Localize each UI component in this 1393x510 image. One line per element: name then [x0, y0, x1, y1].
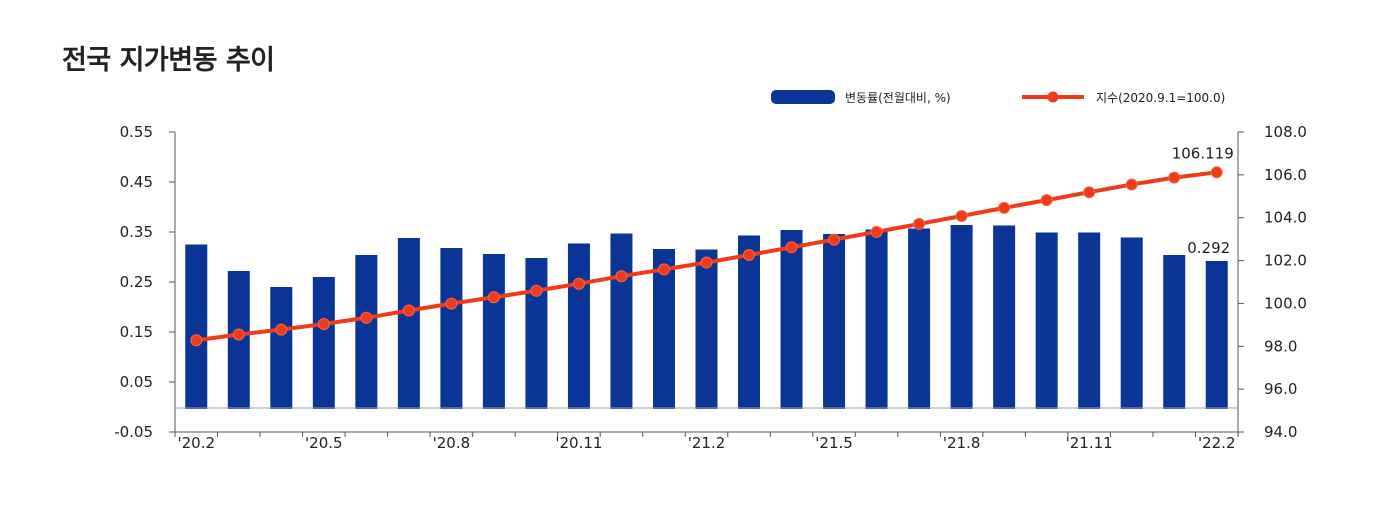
bar: [1163, 255, 1186, 409]
bar: [908, 228, 931, 409]
bar: [823, 234, 846, 409]
index-point: [1210, 166, 1223, 179]
y-left-tick-label: 0.25: [120, 273, 153, 291]
y-right-tick-label: 94.0: [1264, 423, 1297, 441]
y-right-tick-label: 100.0: [1264, 294, 1307, 312]
bar: [780, 230, 803, 409]
bar: [312, 277, 335, 409]
index-point: [700, 256, 713, 269]
y-right-tick-label: 106.0: [1264, 166, 1307, 184]
index-point: [998, 201, 1011, 214]
y-left-tick-label: 0.55: [120, 123, 153, 141]
index-point: [1168, 171, 1181, 184]
index-point: [785, 241, 798, 254]
y-left-tick-label: 0.15: [120, 323, 153, 341]
index-point: [572, 277, 585, 290]
chart-title: 전국 지가변동 추이: [62, 45, 275, 76]
bar: [1205, 261, 1228, 409]
index-point: [1083, 186, 1096, 199]
bar: [525, 258, 548, 409]
line-value-label: 106.119: [1172, 144, 1234, 162]
bar: [1035, 232, 1058, 409]
bar: [865, 229, 888, 409]
bar-value-label: 0.292: [1187, 239, 1230, 257]
bar: [993, 225, 1016, 409]
bar: [185, 244, 208, 409]
x-tick-label: '22.2: [1198, 434, 1236, 452]
index-point: [870, 225, 883, 238]
index-point: [402, 304, 415, 317]
bar: [567, 243, 590, 409]
bar: [270, 287, 293, 409]
legend-line-marker: [1047, 91, 1059, 103]
bar: [652, 249, 675, 409]
legend-bar-label: 변동률(전월대비, %): [845, 91, 951, 105]
index-point: [743, 249, 756, 261]
index-point: [955, 210, 968, 222]
legend-line-label: 지수(2020.9.1=100.0): [1096, 91, 1225, 105]
x-tick-label: '20.5: [305, 434, 343, 452]
index-point: [615, 270, 628, 283]
bar: [355, 255, 378, 409]
index-point: [1040, 194, 1053, 207]
x-tick-label: '21.11: [1066, 434, 1113, 452]
index-point: [445, 297, 458, 310]
index-point: [317, 318, 330, 330]
x-tick-label: '21.2: [688, 434, 726, 452]
y-left-tick-label: 0.45: [120, 173, 153, 191]
bar: [950, 225, 973, 409]
index-point: [232, 328, 245, 341]
y-right-tick-label: 102.0: [1264, 252, 1307, 270]
legend-bar-swatch: [771, 90, 835, 104]
bar: [1120, 237, 1143, 409]
index-point: [828, 233, 841, 246]
y-left-tick-label: 0.35: [120, 223, 153, 241]
y-left-tick-label: -0.05: [114, 423, 153, 441]
index-point: [913, 217, 926, 230]
index-point: [530, 284, 543, 297]
y-left-tick-label: 0.05: [120, 373, 153, 391]
index-point: [657, 263, 670, 276]
bar: [738, 235, 761, 409]
index-point: [360, 311, 373, 324]
x-tick-label: '21.5: [815, 434, 853, 452]
x-tick-label: '20.8: [433, 434, 471, 452]
bar: [695, 249, 718, 409]
index-point: [1125, 178, 1138, 191]
y-right-tick-label: 108.0: [1264, 123, 1307, 141]
bar: [397, 238, 420, 409]
bar: [610, 233, 633, 409]
bar: [1078, 232, 1101, 409]
bar: [482, 254, 505, 409]
index-point: [275, 323, 288, 336]
bar: [440, 248, 463, 409]
x-tick-label: '21.8: [943, 434, 981, 452]
y-right-tick-label: 96.0: [1264, 380, 1297, 398]
index-point: [190, 334, 203, 347]
y-right-tick-label: 98.0: [1264, 337, 1297, 355]
y-right-tick-label: 104.0: [1264, 209, 1307, 227]
index-point: [487, 291, 500, 304]
x-tick-label: '20.2: [177, 434, 215, 452]
x-tick-label: '20.11: [555, 434, 602, 452]
